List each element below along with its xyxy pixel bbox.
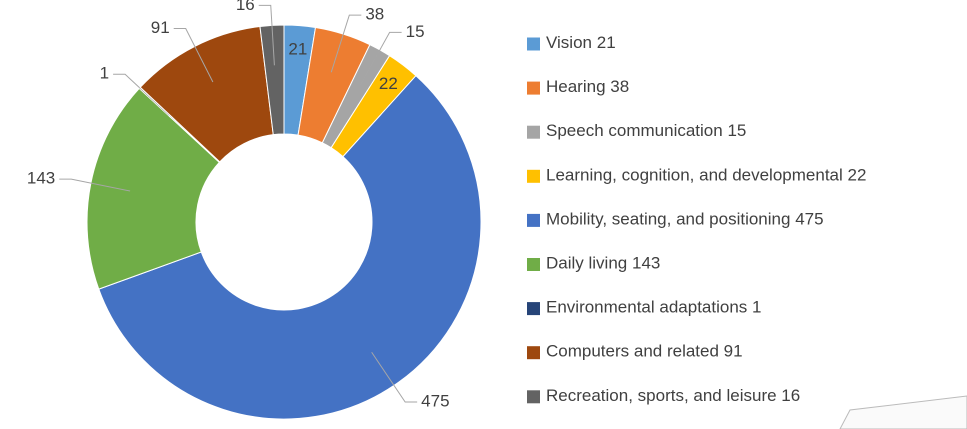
legend-value: 91 xyxy=(724,342,743,361)
legend-category: Recreation, sports, and leisure xyxy=(546,386,777,405)
data-label: 38 xyxy=(365,5,384,24)
legend-value: 1 xyxy=(752,298,761,317)
legend-category: Speech communication xyxy=(546,122,723,141)
legend-label: Mobility, seating, and positioning 475 xyxy=(546,210,824,229)
legend-label: Recreation, sports, and leisure 16 xyxy=(546,386,800,405)
leader-line xyxy=(113,73,170,116)
data-label: 15 xyxy=(406,22,425,41)
legend-category: Computers and related xyxy=(546,342,719,361)
legend-swatch xyxy=(527,258,540,271)
legend-value: 21 xyxy=(597,33,616,52)
legend-label: Vision 21 xyxy=(546,33,616,52)
data-label: 91 xyxy=(151,18,170,37)
legend-swatch xyxy=(527,169,540,183)
leader-line xyxy=(173,28,214,83)
leader-line xyxy=(59,178,131,192)
data-label: 22 xyxy=(379,74,398,93)
leader-line xyxy=(330,14,362,73)
legend-value: 38 xyxy=(610,78,629,97)
donut-segment xyxy=(259,24,285,136)
legend-value: 475 xyxy=(795,210,823,229)
legend: Vision 21 Hearing 38 Speech communication … xyxy=(527,33,866,405)
data-label: 21 xyxy=(288,40,307,59)
data-label: 143 xyxy=(27,169,55,188)
donut: 21 38 15 22 475 143 1 91 16 xyxy=(27,0,482,420)
data-label: 16 xyxy=(236,0,255,14)
legend-swatch xyxy=(527,125,540,139)
legend-swatch xyxy=(527,302,540,316)
leader-line xyxy=(359,31,402,86)
legend-value: 15 xyxy=(727,122,746,141)
leader-line xyxy=(258,4,275,66)
legend-swatch xyxy=(527,390,540,404)
legend-category: Hearing xyxy=(546,78,606,97)
donut-segment xyxy=(98,74,482,420)
paper-decoration xyxy=(839,395,967,429)
legend-swatch xyxy=(527,213,540,227)
legend-category: Environmental adaptations xyxy=(546,298,747,317)
legend-value: 16 xyxy=(781,386,800,405)
legend-value: 22 xyxy=(848,166,867,185)
legend-label: Speech communication 15 xyxy=(546,122,746,141)
data-label: 1 xyxy=(100,64,109,83)
legend-category: Vision xyxy=(546,33,592,52)
legend-label: Learning, cognition, and developmental 2… xyxy=(546,166,866,185)
legend-label: Hearing 38 xyxy=(546,78,629,97)
leader-line xyxy=(371,351,418,403)
legend-swatch xyxy=(527,37,540,51)
legend-swatch xyxy=(527,346,540,360)
donut-segment xyxy=(86,87,221,290)
data-label: 475 xyxy=(421,392,449,411)
legend-value: 143 xyxy=(632,254,660,273)
legend-category: Learning, cognition, and developmental xyxy=(546,166,843,185)
legend-label: Daily living 143 xyxy=(546,254,660,273)
legend-swatch xyxy=(527,81,540,95)
legend-label: Computers and related 91 xyxy=(546,342,743,361)
legend-category: Mobility, seating, and positioning xyxy=(546,210,790,229)
legend-label: Environmental adaptations 1 xyxy=(546,298,762,317)
legend-category: Daily living xyxy=(546,254,627,273)
